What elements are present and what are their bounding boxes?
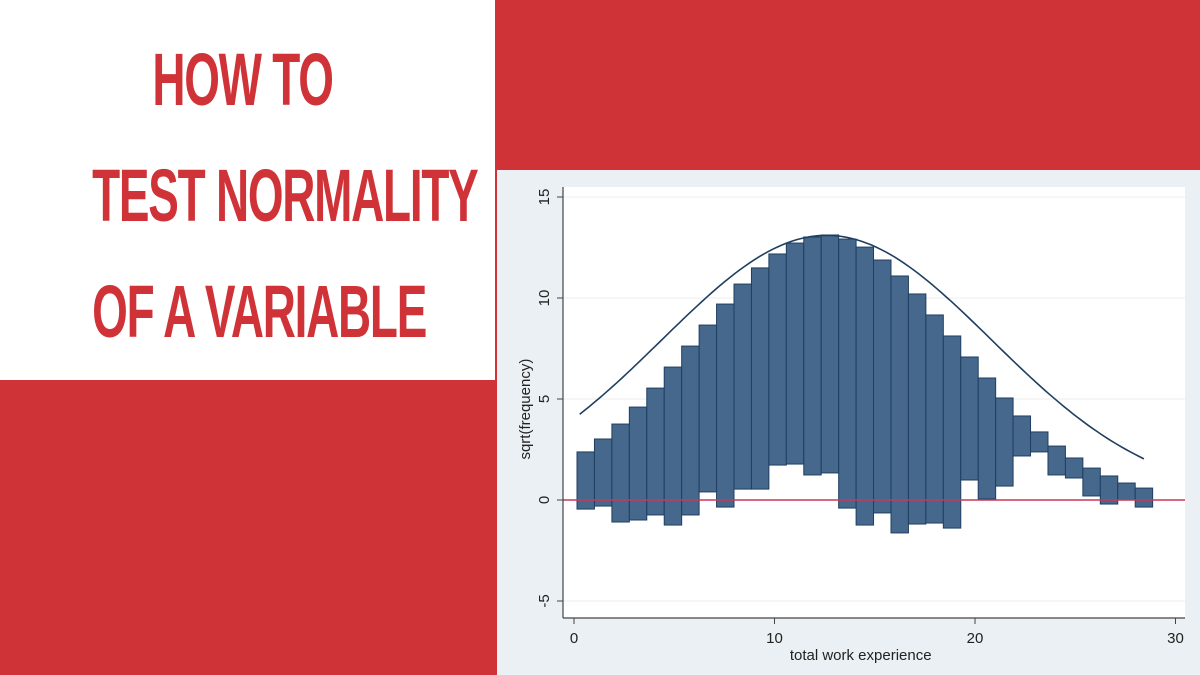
headline-line-2: TEST NORMALITY <box>92 154 479 237</box>
y-tick-label: 15 <box>536 189 553 206</box>
x-tick-label: 30 <box>1167 630 1184 647</box>
rootogram-chart: -5 0 5 10 15 0 10 20 30 total work experience sq… <box>517 187 1185 664</box>
rootogram-bar <box>925 314 944 524</box>
axes: -5 0 5 10 15 0 10 20 30 <box>536 187 1185 647</box>
headline-line-1: HOW TO <box>152 38 334 121</box>
red-block-bottom-left <box>0 380 495 675</box>
rootogram-bar <box>960 356 979 481</box>
y-tick-label: -5 <box>536 594 553 607</box>
title-panel: HOW TO TEST NORMALITY OF A VARIABLE <box>0 0 495 380</box>
rootogram-bar <box>1134 487 1154 508</box>
rootogram-bar <box>1012 415 1032 457</box>
rootogram-bar <box>1082 467 1101 497</box>
rootogram-bar <box>1030 431 1049 453</box>
rootogram-bar <box>977 377 997 500</box>
rootogram-bar <box>663 366 683 526</box>
rootogram-bar <box>681 345 700 516</box>
red-block-top-right <box>495 0 1200 170</box>
bars <box>576 234 1154 534</box>
rootogram-bar <box>698 324 718 493</box>
headline: HOW TO TEST NORMALITY OF A VARIABLE <box>0 22 485 370</box>
y-tick-label: 0 <box>536 496 553 504</box>
rootogram-bar <box>803 236 822 476</box>
rootogram-bar <box>646 387 665 516</box>
headline-line-3: OF A VARIABLE <box>92 270 427 353</box>
rootogram-bar <box>733 283 752 490</box>
y-axis-label: sqrt(frequency) <box>517 359 534 460</box>
rootogram-bar <box>1047 445 1066 476</box>
rootogram-bar <box>1064 457 1084 479</box>
rootogram-bar <box>907 293 927 525</box>
rootogram-bar <box>611 423 630 523</box>
x-tick-label: 0 <box>570 630 578 647</box>
x-tick-label: 10 <box>766 630 783 647</box>
y-tick-label: 5 <box>536 395 553 403</box>
y-tick-label: 10 <box>536 290 553 307</box>
x-tick-label: 20 <box>967 630 984 647</box>
rootogram-bar <box>716 303 735 508</box>
rootogram-bar <box>890 275 909 534</box>
rootogram-bar <box>1117 482 1136 501</box>
rootogram-bar <box>995 397 1014 487</box>
rootogram-bar <box>855 246 875 526</box>
x-axis-label: total work experience <box>790 647 932 664</box>
rootogram-bar <box>820 234 840 474</box>
rootogram-bar <box>593 438 613 507</box>
rootogram-bar <box>873 259 892 514</box>
rootogram-bar <box>628 406 648 521</box>
normal-curve <box>579 234 1145 460</box>
rootogram-bar <box>750 267 770 490</box>
rootogram-bar <box>785 242 805 465</box>
rootogram-bar <box>768 253 787 466</box>
rootogram-bar <box>838 238 857 509</box>
